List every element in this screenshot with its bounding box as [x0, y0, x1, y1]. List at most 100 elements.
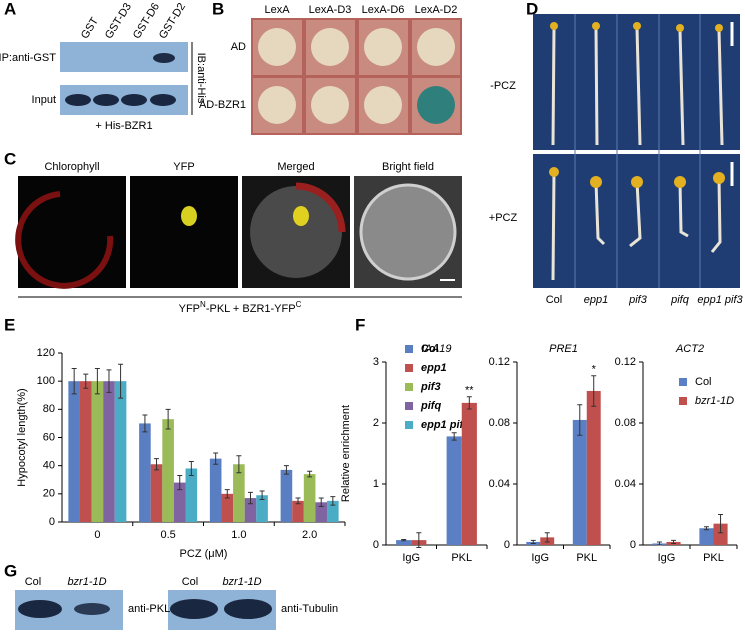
dividers: [574, 14, 701, 288]
bar: [292, 500, 304, 522]
y-axis-label: Hypocotyl length(%): [16, 388, 28, 486]
error-bar: [416, 532, 422, 548]
genotype-label: pif3: [628, 294, 648, 306]
image: [18, 176, 126, 288]
y-tick-label: 0.12: [489, 356, 510, 368]
legend-swatch: [405, 364, 413, 372]
bar: [114, 381, 127, 522]
band: [74, 603, 110, 615]
footer: + His-BZR1: [95, 120, 152, 132]
row-label: +PCZ: [489, 212, 518, 224]
bar: [446, 436, 462, 545]
error-bar: [577, 404, 583, 436]
error-bar: [83, 373, 89, 389]
column-label: LexA-D2: [415, 4, 458, 16]
legend-swatch: [405, 421, 413, 429]
lane-label: bzr1-1D: [222, 576, 261, 588]
error-bar: [142, 414, 148, 433]
legend-swatch: [405, 383, 413, 391]
row-label: IP:anti-GST: [0, 52, 56, 64]
x-tick-label: IgG: [531, 552, 549, 564]
channel-label: Chlorophyll: [44, 161, 99, 173]
error-bar: [656, 541, 662, 546]
error-bar: [544, 532, 550, 543]
genotype-label: epp1 pif3: [697, 294, 743, 306]
y-axis-label: Relative enrichment: [340, 405, 352, 502]
x-tick-label: 0: [94, 529, 100, 541]
error-bar: [118, 363, 124, 399]
column-label: LexA: [264, 4, 290, 16]
photo: [533, 154, 740, 288]
bar: [713, 523, 728, 545]
lane-label: GST: [79, 15, 101, 41]
y-tick-label: 0: [49, 516, 55, 528]
y-tick-label: 0.12: [615, 356, 636, 368]
x-tick-label: IgG: [658, 552, 676, 564]
genotype-label: pifq: [670, 294, 690, 306]
channel-label: YFP: [173, 161, 194, 173]
panel-d: -PCZ +PCZ Col epp1 pif3 pifq epp1 pif3: [489, 14, 744, 306]
legend-label: bzr1-1D: [695, 395, 734, 407]
y-tick-label: 0.08: [489, 417, 510, 429]
bar: [280, 469, 293, 522]
y-tick-label: 0.04: [615, 478, 636, 490]
bar: [221, 493, 234, 522]
side-label: IB:anti-His: [195, 53, 207, 104]
chart-title: ACT2: [675, 343, 704, 355]
band: [150, 94, 176, 106]
error-bar: [703, 526, 709, 531]
bar: [209, 458, 222, 522]
column-label: LexA-D3: [309, 4, 352, 16]
annotation: **: [465, 385, 474, 397]
row-label: -PCZ: [490, 80, 516, 92]
bar: [233, 464, 245, 522]
y-tick-label: 1: [373, 478, 379, 490]
bar: [303, 474, 316, 522]
y-tick-label: 0: [504, 539, 510, 551]
chlorophyll: [15, 191, 114, 289]
y-tick-label: 3: [373, 356, 379, 368]
error-bar: [247, 491, 253, 505]
panel-label: F: [355, 315, 365, 334]
error-bar: [94, 367, 100, 395]
row-label: AD: [231, 41, 246, 53]
y-tick-label: 100: [37, 375, 55, 387]
panel-label: B: [212, 0, 224, 18]
bar: [162, 419, 174, 522]
column-label: LexA-D6: [362, 4, 405, 16]
y-tick-label: 60: [43, 431, 55, 443]
bar: [315, 502, 328, 522]
panel-g: Col bzr1-1D Col bzr1-1D anti-PKL anti-Tu…: [15, 576, 338, 630]
chlorophyll: [295, 182, 346, 233]
y-tick-label: 0.04: [489, 478, 510, 490]
error-bar: [224, 489, 230, 499]
bar: [173, 482, 186, 522]
bar: [91, 381, 104, 522]
bar: [327, 500, 339, 522]
error-bar: [591, 375, 597, 407]
bar: [244, 498, 257, 522]
error-bar: [259, 490, 265, 500]
lane-label: GST-D2: [157, 1, 188, 41]
error-bar: [307, 470, 313, 478]
row-label: Input: [32, 94, 56, 106]
image: [130, 176, 238, 288]
error-bar: [177, 475, 183, 491]
x-tick-label: PKL: [576, 552, 597, 564]
annotation: *: [592, 364, 597, 376]
band: [65, 94, 91, 106]
legend-swatch: [405, 345, 413, 353]
error-bar: [106, 369, 112, 393]
error-bar: [318, 497, 324, 508]
bar: [68, 381, 80, 522]
bar: [699, 528, 714, 545]
legend-swatch: [679, 378, 687, 386]
channel-label: Merged: [277, 161, 314, 173]
yfp-signal: [293, 206, 309, 226]
band: [93, 94, 119, 106]
genotype-label: Col: [546, 294, 563, 306]
antibody-label: anti-PKL: [128, 603, 170, 615]
bar: [103, 381, 115, 522]
legend-label: Col: [421, 343, 439, 355]
lane-label: bzr1-1D: [67, 576, 106, 588]
